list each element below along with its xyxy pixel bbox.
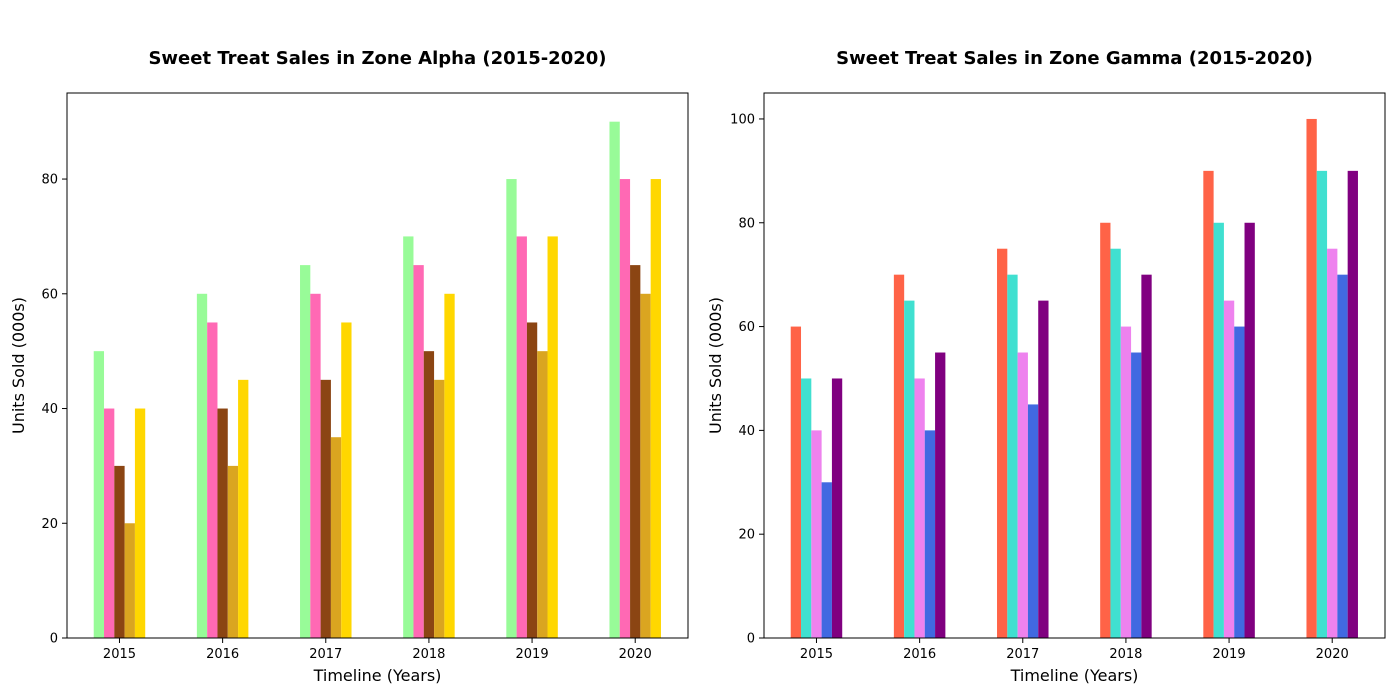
bar-2019-series-5	[547, 236, 558, 639]
bar-2018-series-4	[1131, 352, 1142, 638]
y-tick-label: 100	[730, 112, 755, 127]
x-tick-label: 2020	[1316, 647, 1349, 662]
bar-2016-series-3	[914, 378, 925, 638]
y-tick-label: 0	[747, 632, 755, 647]
bar-2018-series-5	[1141, 274, 1152, 638]
bar-2017-series-3	[320, 379, 331, 638]
bar-2017-series-3	[1017, 352, 1028, 638]
bar-2018-series-4	[434, 379, 445, 638]
bar-2015-series-3	[114, 465, 125, 638]
y-tick-label: 40	[41, 402, 58, 417]
x-tick-label: 2017	[1006, 647, 1039, 662]
y-tick-label: 0	[50, 632, 58, 647]
bar-2018-series-1	[403, 236, 414, 639]
x-axis-label: Timeline (Years)	[1010, 666, 1139, 685]
bar-2015-series-1	[790, 326, 802, 638]
bar-2019-series-1	[506, 179, 517, 639]
bar-2020-series-3	[630, 265, 641, 638]
y-axis-label: Units Sold (000s)	[9, 297, 28, 434]
bar-2017-series-2	[1007, 274, 1018, 638]
x-tick-label: 2017	[309, 647, 342, 662]
plot-frame	[66, 92, 689, 639]
bar-2017-series-1	[997, 248, 1008, 638]
x-axis-label: Timeline (Years)	[313, 666, 442, 685]
x-tick-label: 2016	[206, 647, 239, 662]
bar-2016-series-3	[217, 408, 228, 638]
bar-2015-series-2	[801, 378, 812, 638]
chart-panel-1: Sweet Treat Sales in Zone Alpha (2015-20…	[9, 48, 689, 685]
x-tick-label: 2015	[103, 647, 136, 662]
y-tick-label: 80	[738, 216, 755, 231]
bar-2016-series-4	[924, 430, 936, 638]
bar-2017-series-4	[330, 437, 342, 638]
x-tick-label: 2016	[903, 647, 936, 662]
bar-2019-series-4	[1234, 326, 1245, 638]
bar-2019-series-3	[1223, 300, 1235, 638]
chart-title: Sweet Treat Sales in Zone Alpha (2015-20…	[148, 48, 606, 69]
bar-2016-series-1	[196, 293, 208, 638]
bar-2020-series-1	[609, 121, 620, 639]
bar-2016-series-4	[227, 465, 239, 638]
chart-panel-2: Sweet Treat Sales in Zone Gamma (2015-20…	[706, 48, 1386, 685]
x-tick-label: 2019	[516, 647, 549, 662]
y-tick-label: 60	[738, 320, 755, 335]
x-tick-label: 2015	[800, 647, 833, 662]
bar-2019-series-4	[537, 351, 548, 638]
bar-2017-series-1	[300, 265, 311, 638]
bar-2015-series-4	[821, 482, 832, 638]
bar-2019-series-1	[1203, 170, 1214, 639]
plot-frame	[763, 92, 1386, 639]
bar-2020-series-4	[1337, 274, 1348, 638]
y-tick-label: 60	[41, 287, 58, 302]
bar-2017-series-5	[1038, 300, 1049, 638]
bar-2015-series-4	[124, 523, 135, 638]
y-tick-label: 20	[41, 517, 58, 532]
bar-2016-series-5	[935, 352, 946, 638]
bar-2015-series-2	[104, 408, 115, 638]
x-tick-label: 2019	[1213, 647, 1246, 662]
bar-2017-series-2	[310, 293, 321, 638]
bar-2019-series-3	[526, 322, 538, 638]
bar-2020-series-3	[1327, 248, 1338, 638]
bar-2020-series-1	[1306, 118, 1317, 638]
y-tick-label: 20	[738, 528, 755, 543]
x-tick-label: 2018	[1109, 647, 1142, 662]
bar-2020-series-4	[640, 293, 651, 638]
bar-2019-series-5	[1244, 222, 1255, 638]
x-tick-label: 2018	[412, 647, 445, 662]
x-tick-label: 2020	[619, 647, 652, 662]
bar-2018-series-2	[1110, 248, 1121, 638]
bar-2020-series-2	[1316, 170, 1328, 639]
bar-2015-series-1	[93, 351, 105, 638]
y-axis-label: Units Sold (000s)	[706, 297, 725, 434]
bar-2020-series-5	[1347, 170, 1358, 639]
bar-2017-series-5	[341, 322, 352, 638]
bar-2020-series-5	[650, 179, 661, 639]
bar-2017-series-4	[1027, 404, 1039, 638]
bar-2016-series-2	[207, 322, 218, 638]
bar-2016-series-5	[238, 379, 249, 638]
y-tick-label: 80	[41, 173, 58, 188]
bar-2018-series-2	[413, 265, 424, 638]
bar-2016-series-2	[904, 300, 915, 638]
y-tick-label: 40	[738, 424, 755, 439]
bar-2019-series-2	[1213, 222, 1224, 638]
bar-2018-series-1	[1100, 222, 1111, 638]
chart-title: Sweet Treat Sales in Zone Gamma (2015-20…	[836, 48, 1313, 69]
bar-2015-series-5	[831, 378, 843, 638]
bar-2016-series-1	[893, 274, 905, 638]
bar-2018-series-3	[423, 351, 435, 638]
bar-2015-series-5	[134, 408, 146, 638]
bar-2020-series-2	[619, 179, 631, 639]
bar-2018-series-5	[444, 293, 455, 638]
bar-2018-series-3	[1120, 326, 1132, 638]
bar-2015-series-3	[811, 430, 822, 638]
bar-2019-series-2	[516, 236, 527, 639]
